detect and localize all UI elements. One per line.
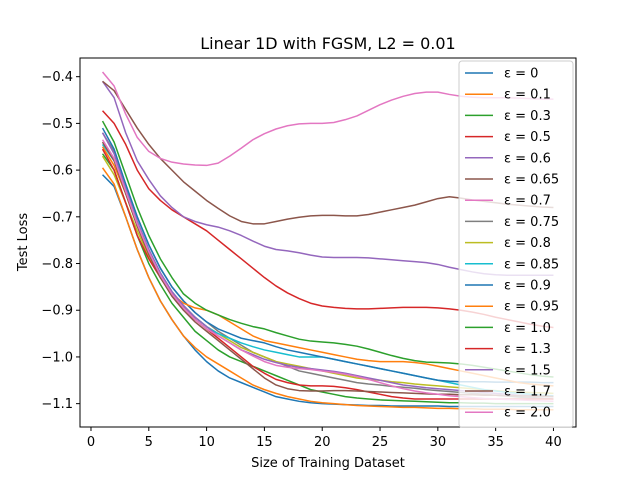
legend-label: ε = 0.3 (504, 109, 551, 124)
x-tick-label: 25 (372, 435, 389, 450)
y-tick-label: −0.4 (41, 70, 73, 85)
x-axis: 0 5 10 15 20 25 30 35 40 (87, 427, 562, 450)
y-axis: −1.1 −1.0 −0.9 −0.8 −0.7 −0.6 −0.5 −0.4 (41, 70, 80, 412)
x-tick-label: 0 (87, 435, 95, 450)
legend-label: ε = 0.7 (504, 194, 551, 209)
legend-label: ε = 0.9 (504, 279, 551, 294)
x-axis-label: Size of Training Dataset (251, 456, 405, 471)
legend-label: ε = 0.95 (504, 300, 559, 315)
x-tick-label: 40 (545, 435, 562, 450)
y-axis-label: Test Loss (16, 213, 31, 272)
legend-label: ε = 0.85 (504, 257, 559, 272)
plot-frame (79, 57, 577, 428)
x-tick-label: 35 (487, 435, 504, 450)
legend-label: ε = 0.75 (504, 215, 559, 230)
legend-label: ε = 0.1 (504, 88, 551, 103)
y-tick-label: −1.1 (41, 397, 73, 412)
legend-label: ε = 0.6 (504, 151, 551, 166)
legend-label: ε = 0 (504, 67, 538, 82)
y-tick-label: −0.9 (41, 304, 73, 319)
legend-label: ε = 0.65 (504, 173, 559, 188)
legend-label: ε = 1.5 (504, 363, 551, 378)
legend-box (458, 60, 574, 428)
y-tick-label: −0.5 (41, 117, 73, 132)
x-tick-label: 10 (198, 435, 215, 450)
legend-label: ε = 1.3 (504, 342, 551, 357)
legend-label: ε = 0.5 (504, 130, 551, 145)
legend-label: ε = 1.7 (504, 385, 551, 400)
x-tick-label: 30 (430, 435, 447, 450)
y-tick-label: −0.6 (41, 164, 73, 179)
y-tick-label: −1.0 (41, 350, 73, 365)
legend: ε = 0 ε = 0.1 ε = 0.3 ε = 0.5 ε = 0.6 ε = 0.6… (458, 60, 574, 428)
x-tick-label: 15 (256, 435, 273, 450)
y-tick-label: −0.8 (41, 257, 73, 272)
legend-label: ε = 1.0 (504, 321, 551, 336)
x-tick-label: 5 (145, 435, 153, 450)
y-tick-label: −0.7 (41, 210, 73, 225)
chart-title: Linear 1D with FGSM, L2 = 0.01 (200, 34, 455, 53)
legend-label: ε = 2.0 (504, 406, 551, 421)
x-tick-label: 20 (314, 435, 331, 450)
legend-label: ε = 0.8 (504, 236, 551, 251)
